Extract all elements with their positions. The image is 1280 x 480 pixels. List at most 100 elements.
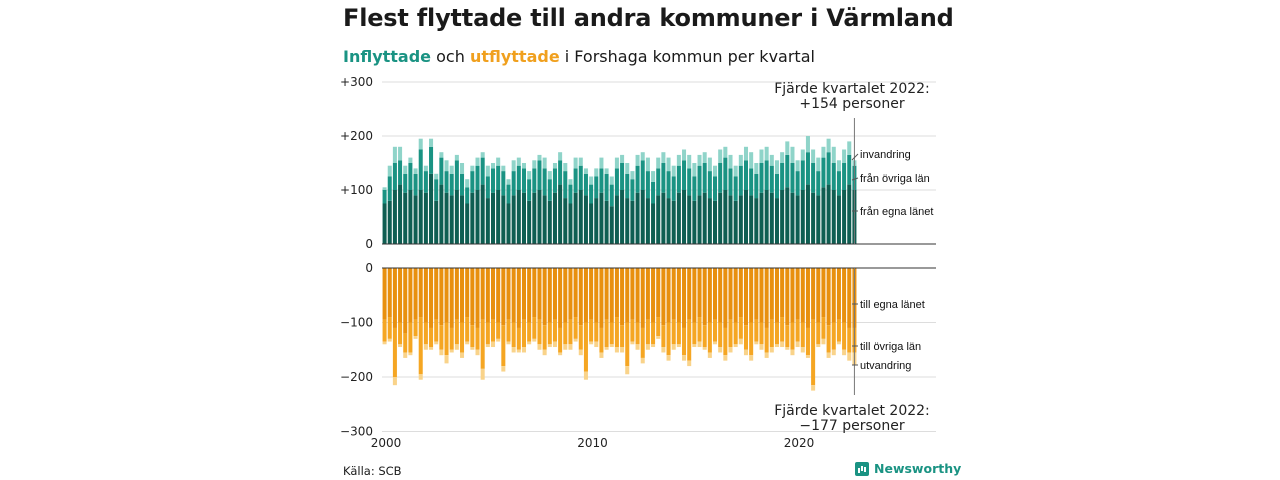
bar-inflow-other-counties bbox=[475, 165, 480, 190]
bar-outflow-emigration bbox=[521, 347, 526, 353]
bar-inflow-immigration bbox=[780, 152, 785, 163]
bar-outflow-own-county bbox=[516, 268, 521, 328]
bar-inflow-own-county bbox=[434, 200, 439, 244]
bar-inflow-other-counties bbox=[656, 168, 661, 196]
bar-outflow-own-county bbox=[583, 268, 588, 323]
bar-inflow-immigration bbox=[475, 157, 480, 166]
bar-outflow-other-counties bbox=[826, 325, 831, 353]
bar-outflow-own-county bbox=[687, 268, 692, 320]
bar-inflow-own-county bbox=[847, 184, 852, 244]
bar-outflow-own-county bbox=[774, 268, 779, 323]
bar-inflow-own-county bbox=[800, 190, 805, 244]
bar-inflow-other-counties bbox=[805, 152, 810, 185]
bar-inflow-other-counties bbox=[687, 168, 692, 196]
bar-outflow-own-county bbox=[413, 268, 418, 320]
bar-outflow-emigration bbox=[568, 344, 573, 350]
bar-inflow-own-county bbox=[408, 190, 413, 244]
bar-outflow-other-counties bbox=[821, 317, 826, 339]
bar-outflow-own-county bbox=[682, 268, 687, 328]
bar-inflow-other-counties bbox=[780, 163, 785, 190]
bar-inflow-own-county bbox=[470, 192, 475, 244]
bar-inflow-other-counties bbox=[630, 179, 635, 201]
bar-outflow-emigration bbox=[475, 349, 480, 356]
bar-outflow-emigration bbox=[408, 352, 413, 356]
bar-outflow-other-counties bbox=[609, 322, 614, 345]
bar-outflow-own-county bbox=[594, 268, 599, 323]
bar-inflow-own-county bbox=[821, 187, 826, 244]
bar-inflow-other-counties bbox=[403, 173, 408, 193]
bar-outflow-emigration bbox=[697, 341, 702, 348]
bar-outflow-other-counties bbox=[563, 322, 568, 345]
bar-outflow-emigration bbox=[816, 344, 821, 348]
bar-inflow-own-county bbox=[387, 200, 392, 244]
bar-outflow-own-county bbox=[568, 268, 573, 320]
bar-inflow-immigration bbox=[496, 157, 501, 166]
bar-inflow-immigration bbox=[676, 154, 681, 166]
bar-inflow-immigration bbox=[382, 187, 387, 190]
bar-outflow-emigration bbox=[764, 352, 769, 358]
bar-outflow-other-counties bbox=[769, 319, 774, 348]
bar-outflow-other-counties bbox=[583, 322, 588, 372]
bar-outflow-emigration bbox=[718, 347, 723, 353]
bar-inflow-other-counties bbox=[589, 184, 594, 204]
bar-inflow-immigration bbox=[697, 154, 702, 166]
bar-inflow-immigration bbox=[552, 163, 557, 169]
bar-outflow-own-county bbox=[423, 268, 428, 323]
bar-outflow-own-county bbox=[537, 268, 542, 320]
bar-outflow-emigration bbox=[454, 344, 459, 350]
bar-inflow-other-counties bbox=[635, 165, 640, 193]
bar-outflow-own-county bbox=[738, 268, 743, 318]
bar-outflow-other-counties bbox=[713, 319, 718, 342]
bar-outflow-own-county bbox=[558, 268, 563, 328]
bar-outflow-own-county bbox=[718, 268, 723, 323]
bar-inflow-immigration bbox=[413, 168, 418, 174]
bar-inflow-immigration bbox=[578, 157, 583, 166]
bar-outflow-own-county bbox=[847, 268, 852, 328]
bar-outflow-own-county bbox=[511, 268, 516, 323]
bar-outflow-other-counties bbox=[485, 322, 490, 345]
bar-inflow-other-counties bbox=[774, 173, 779, 199]
subtitle-rest: i Forshaga kommun per kvartal bbox=[559, 47, 815, 66]
subtitle-outflow-word: utflyttade bbox=[469, 47, 560, 66]
bar-inflow-own-county bbox=[661, 192, 666, 244]
bar-inflow-immigration bbox=[547, 171, 552, 180]
bar-outflow-emigration bbox=[511, 347, 516, 353]
bar-inflow-other-counties bbox=[480, 157, 485, 185]
bar-outflow-other-counties bbox=[552, 319, 557, 342]
bar-outflow-own-county bbox=[398, 268, 403, 323]
bar-outflow-other-counties bbox=[743, 325, 749, 350]
bar-outflow-own-county bbox=[387, 268, 392, 318]
bar-inflow-immigration bbox=[682, 149, 687, 161]
bar-outflow-own-county bbox=[578, 268, 583, 326]
bar-inflow-own-county bbox=[666, 198, 671, 244]
bar-outflow-own-county bbox=[640, 268, 645, 328]
bar-outflow-emigration bbox=[532, 338, 537, 342]
bar-inflow-own-county bbox=[475, 190, 480, 244]
bar-outflow-own-county bbox=[589, 268, 594, 320]
bar-outflow-own-county bbox=[501, 268, 506, 326]
x-tick-label: 2000 bbox=[371, 436, 402, 450]
bar-outflow-emigration bbox=[552, 341, 557, 348]
bar-outflow-other-counties bbox=[547, 322, 552, 345]
bar-outflow-other-counties bbox=[847, 327, 852, 353]
bar-inflow-other-counties bbox=[408, 163, 413, 190]
bar-outflow-own-county bbox=[707, 268, 712, 323]
bar-outflow-other-counties bbox=[614, 317, 619, 348]
bar-outflow-own-county bbox=[671, 268, 676, 320]
bar-inflow-other-counties bbox=[759, 163, 764, 193]
bar-outflow-own-county bbox=[666, 268, 671, 323]
bar-inflow-own-county bbox=[764, 190, 769, 244]
subtitle-mid: och bbox=[431, 47, 470, 66]
bar-outflow-other-counties bbox=[558, 327, 563, 353]
bar-inflow-own-county bbox=[573, 192, 578, 244]
bar-inflow-other-counties bbox=[697, 165, 702, 196]
bar-inflow-immigration bbox=[470, 165, 475, 172]
bar-outflow-other-counties bbox=[449, 327, 454, 350]
bar-inflow-other-counties bbox=[743, 160, 749, 190]
bar-outflow-other-counties bbox=[496, 322, 501, 339]
bar-outflow-own-county bbox=[651, 268, 656, 323]
bar-outflow-other-counties bbox=[785, 325, 790, 348]
bar-outflow-other-counties bbox=[790, 322, 795, 350]
bar-inflow-immigration bbox=[563, 163, 568, 172]
bar-outflow-emigration bbox=[661, 347, 666, 353]
